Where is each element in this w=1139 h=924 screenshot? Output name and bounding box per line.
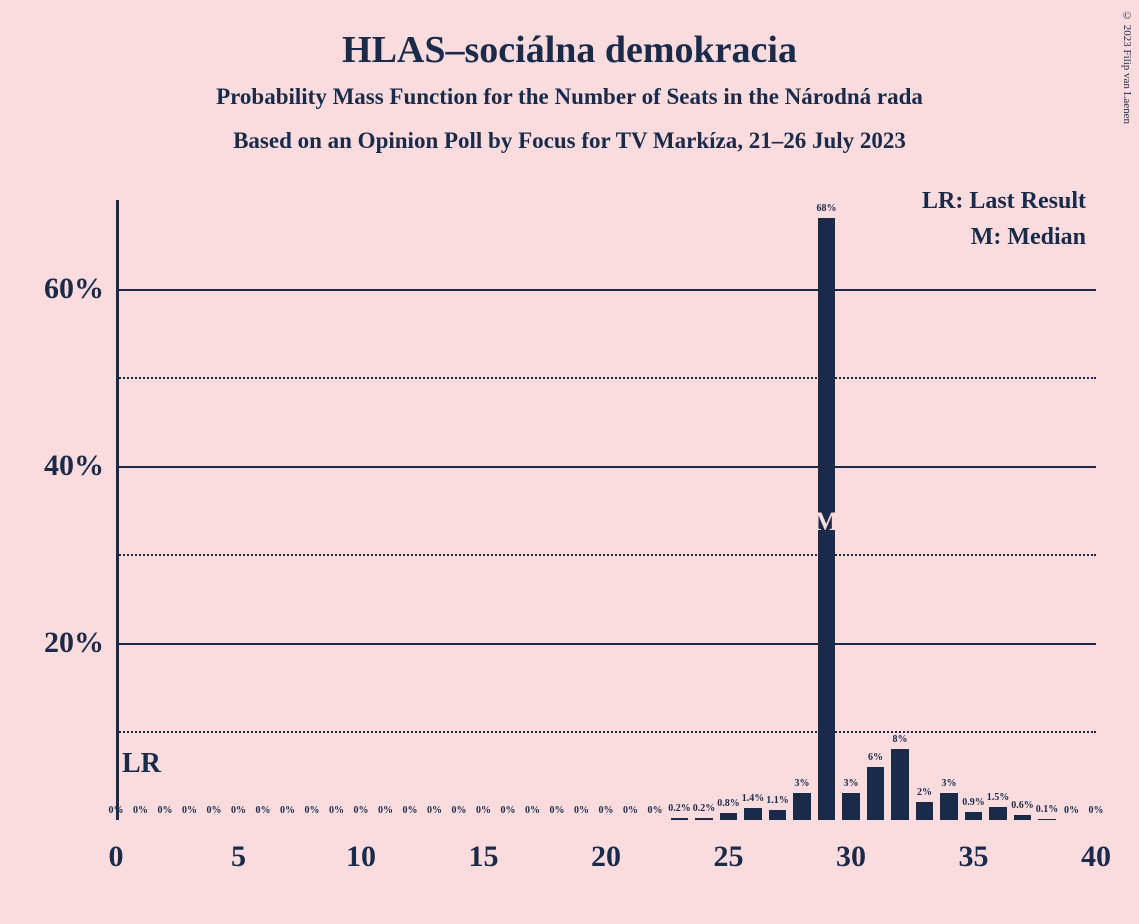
bar-value-label: 0% <box>623 805 638 816</box>
bar <box>867 767 884 820</box>
bar <box>1038 819 1055 820</box>
gridline-major <box>116 289 1096 291</box>
bar <box>916 802 933 820</box>
bar <box>1014 815 1031 820</box>
bar <box>744 808 761 820</box>
bar-value-label: 0.2% <box>693 803 716 814</box>
bar <box>695 818 712 820</box>
bar-value-label: 0% <box>182 805 197 816</box>
bar <box>940 793 957 820</box>
bar-value-label: 1.1% <box>766 795 789 806</box>
bar-value-label: 0.2% <box>668 803 691 814</box>
bar-value-label: 0% <box>329 805 344 816</box>
bar-value-label: 68% <box>817 203 837 214</box>
bar-value-label: 1.4% <box>742 793 765 804</box>
bar-value-label: 6% <box>868 752 883 763</box>
y-tick-label: 40% <box>44 449 104 483</box>
bar-value-label: 3% <box>844 778 859 789</box>
x-tick-label: 40 <box>1081 840 1111 874</box>
bar-value-label: 0.6% <box>1011 800 1034 811</box>
bar-value-label: 0% <box>354 805 369 816</box>
bar-value-label: 8% <box>893 734 908 745</box>
x-tick-label: 0 <box>109 840 124 874</box>
bar-value-label: 0.8% <box>717 798 740 809</box>
bar <box>769 810 786 820</box>
bar-value-label: 0% <box>305 805 320 816</box>
bar <box>989 807 1006 820</box>
gridline-minor <box>116 554 1096 556</box>
bar-value-label: 0% <box>550 805 565 816</box>
bar-value-label: 0% <box>158 805 173 816</box>
bar-value-label: 0% <box>501 805 516 816</box>
bar-value-label: 0.1% <box>1036 804 1059 815</box>
bar-value-label: 3% <box>795 778 810 789</box>
gridline-major <box>116 643 1096 645</box>
gridline-minor <box>116 731 1096 733</box>
bar <box>793 793 810 820</box>
bar-value-label: 0% <box>403 805 418 816</box>
median-marker: M <box>814 507 839 537</box>
bar-value-label: 0% <box>231 805 246 816</box>
chart-subtitle2: Based on an Opinion Poll by Focus for TV… <box>0 110 1139 154</box>
bar <box>891 749 908 820</box>
bar-value-label: 0% <box>525 805 540 816</box>
chart-subtitle: Probability Mass Function for the Number… <box>0 72 1139 110</box>
x-tick-label: 25 <box>714 840 744 874</box>
bar <box>842 793 859 820</box>
legend-lr: LR: Last Result <box>922 188 1086 215</box>
bar-value-label: 3% <box>942 778 957 789</box>
bar-value-label: 0% <box>452 805 467 816</box>
chart-container: HLAS–sociálna demokracia Probability Mas… <box>0 0 1139 924</box>
legend-m: M: Median <box>971 224 1086 251</box>
bar-value-label: 0% <box>427 805 442 816</box>
chart-title: HLAS–sociálna demokracia <box>0 0 1139 72</box>
gridline-major <box>116 466 1096 468</box>
bar-value-label: 0% <box>1064 805 1079 816</box>
bar-value-label: 1.5% <box>987 792 1010 803</box>
bar-value-label: 0% <box>109 805 124 816</box>
x-tick-label: 20 <box>591 840 621 874</box>
bar-value-label: 0% <box>476 805 491 816</box>
y-tick-label: 60% <box>44 272 104 306</box>
plot-area: LR: Last Result M: Median 20%40%60%05101… <box>116 200 1096 820</box>
bar-value-label: 2% <box>917 787 932 798</box>
x-tick-label: 5 <box>231 840 246 874</box>
bar-value-label: 0% <box>1089 805 1104 816</box>
bar-value-label: 0% <box>280 805 295 816</box>
bar <box>965 812 982 820</box>
lr-marker: LR <box>122 748 161 780</box>
y-tick-label: 20% <box>44 626 104 660</box>
bar <box>720 813 737 820</box>
x-tick-label: 30 <box>836 840 866 874</box>
bar-value-label: 0% <box>648 805 663 816</box>
x-tick-label: 35 <box>959 840 989 874</box>
bar-value-label: 0% <box>599 805 614 816</box>
bar <box>671 818 688 820</box>
bar-value-label: 0.9% <box>962 797 985 808</box>
bar-value-label: 0% <box>256 805 271 816</box>
gridline-minor <box>116 377 1096 379</box>
x-tick-label: 15 <box>469 840 499 874</box>
y-axis <box>116 200 119 820</box>
x-tick-label: 10 <box>346 840 376 874</box>
bar-value-label: 0% <box>378 805 393 816</box>
bar-value-label: 0% <box>133 805 148 816</box>
bar-value-label: 0% <box>574 805 589 816</box>
bar-value-label: 0% <box>207 805 222 816</box>
copyright-text: © 2023 Filip van Laenen <box>1121 10 1133 124</box>
